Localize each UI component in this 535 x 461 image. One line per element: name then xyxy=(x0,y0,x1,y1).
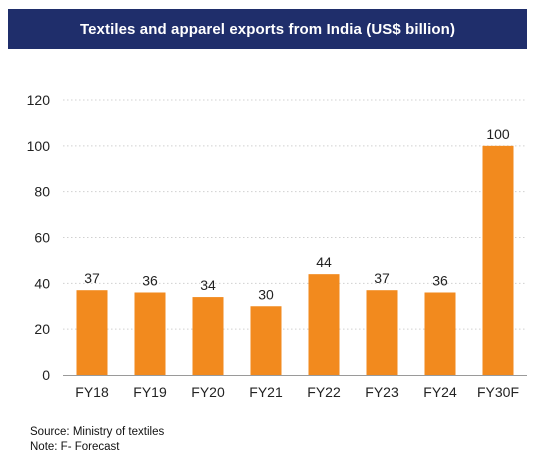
bar-fy21 xyxy=(250,306,282,375)
y-tick-label: 80 xyxy=(34,184,50,200)
data-label: 36 xyxy=(432,273,448,289)
y-tick-label: 100 xyxy=(27,138,51,154)
x-tick-label: FY24 xyxy=(423,384,457,400)
y-tick-label: 0 xyxy=(42,367,50,383)
bars xyxy=(76,145,514,375)
bar-fy18 xyxy=(76,290,108,375)
bar-fy20 xyxy=(192,297,224,375)
x-tick-label: FY22 xyxy=(307,384,341,400)
x-tick-label: FY18 xyxy=(75,384,109,400)
x-tick-label: FY30F xyxy=(477,384,519,400)
chart-notes: Source: Ministry of textiles Note: F- Fo… xyxy=(30,425,164,455)
bar-fy19 xyxy=(134,292,166,375)
data-label: 37 xyxy=(374,270,390,286)
bar-fy30f xyxy=(482,145,514,375)
bar-fy23 xyxy=(366,290,398,375)
data-label: 100 xyxy=(486,126,510,142)
data-label: 34 xyxy=(200,277,216,293)
x-tick-label: FY21 xyxy=(249,384,283,400)
x-tick-label: FY23 xyxy=(365,384,399,400)
chart-title: Textiles and apparel exports from India … xyxy=(79,20,456,38)
gridlines xyxy=(63,99,527,330)
x-tick-label: FY20 xyxy=(191,384,225,400)
data-label: 44 xyxy=(316,254,332,270)
data-labels: 37 36 34 30 44 37 36 100 xyxy=(84,126,510,302)
chart-title-bar: Textiles and apparel exports from India … xyxy=(8,9,527,49)
y-axis-tick-labels: 0 20 40 60 80 100 120 xyxy=(27,92,51,383)
data-label: 36 xyxy=(142,273,158,289)
x-axis-tick-labels: FY18 FY19 FY20 FY21 FY22 FY23 FY24 FY30F xyxy=(75,384,519,400)
y-tick-label: 40 xyxy=(34,275,50,291)
data-label: 30 xyxy=(258,286,274,302)
bar-fy22 xyxy=(308,274,340,375)
y-tick-label: 120 xyxy=(27,92,51,108)
data-label: 37 xyxy=(84,270,100,286)
x-tick-label: FY19 xyxy=(133,384,167,400)
y-tick-label: 60 xyxy=(34,230,50,246)
bar-fy24 xyxy=(424,292,456,375)
forecast-note: Note: F- Forecast xyxy=(30,441,120,453)
y-tick-label: 20 xyxy=(34,321,50,337)
source-note: Source: Ministry of textiles xyxy=(30,426,165,438)
